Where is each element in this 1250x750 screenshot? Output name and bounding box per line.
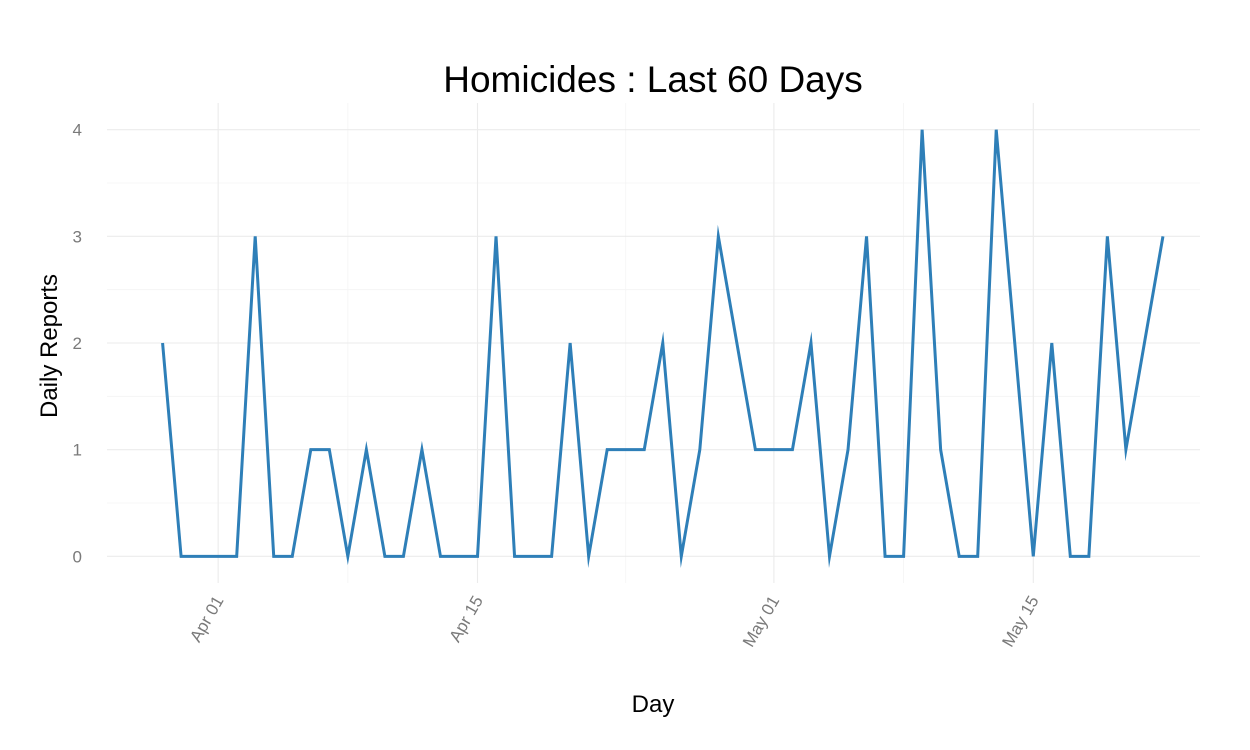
series-layer — [161, 129, 1165, 568]
y-tick-label: 4 — [73, 121, 82, 140]
chart-title: Homicides : Last 60 Days — [443, 59, 863, 100]
series-line — [161, 129, 1165, 568]
x-tick-label: Apr 15 — [445, 593, 487, 646]
x-axis-title: Day — [632, 691, 675, 718]
y-tick-label: 1 — [73, 441, 82, 460]
y-axis-title: Daily Reports — [36, 274, 63, 418]
x-tick-label: May 15 — [998, 593, 1042, 651]
major-gridlines — [107, 103, 1200, 583]
x-axis-ticks: Apr 01 Apr 15 May 01 May 15 — [186, 593, 1043, 651]
y-tick-label: 0 — [73, 547, 82, 566]
y-tick-label: 3 — [73, 227, 82, 246]
x-tick-label: Apr 01 — [186, 593, 228, 646]
y-tick-label: 2 — [73, 334, 82, 353]
x-tick-label: May 01 — [739, 593, 783, 651]
y-axis-ticks: 0 1 2 3 4 — [73, 121, 82, 567]
